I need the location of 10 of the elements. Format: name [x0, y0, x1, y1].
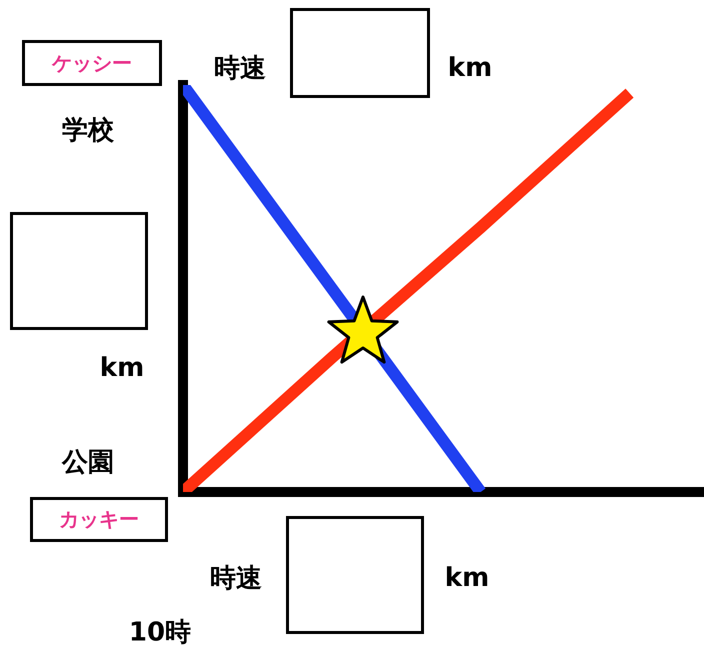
- text: km: [448, 53, 492, 83]
- text: カッキー: [30, 497, 168, 542]
- text: km: [444, 563, 490, 593]
- text: ケッシー: [22, 40, 162, 86]
- text: km: [100, 353, 144, 383]
- text: 10時: [128, 616, 192, 650]
- text: 時速: [214, 52, 266, 86]
- text: 時速: [210, 562, 262, 596]
- text: 公園: [62, 446, 114, 480]
- text: 学校: [62, 114, 114, 148]
